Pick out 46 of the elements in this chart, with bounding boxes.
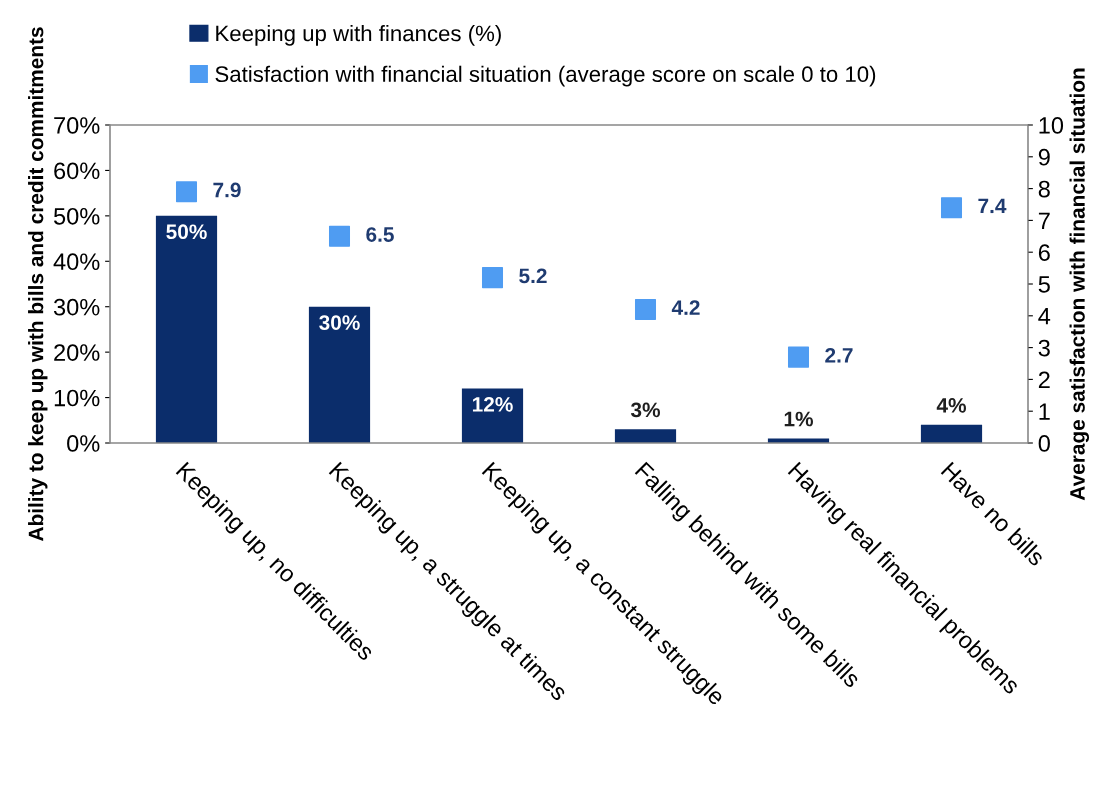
data-label: 1% bbox=[784, 411, 814, 427]
y2-tick-label: 5 bbox=[1038, 276, 1050, 293]
y2-tick-label: 1 bbox=[1039, 403, 1050, 420]
y-tick-label: 0% bbox=[67, 435, 100, 452]
data-label: 3% bbox=[630, 402, 661, 418]
y2-tick-label: 7 bbox=[1038, 212, 1050, 229]
bar bbox=[308, 306, 371, 443]
y-axis-title: Ability to keep up with bills and credit commitments bbox=[28, 27, 48, 542]
data-label: 7.9 bbox=[213, 182, 241, 198]
y2-tick-label: 3 bbox=[1038, 339, 1050, 357]
y-tick-label: 30% bbox=[53, 298, 100, 316]
data-label: 6.5 bbox=[366, 227, 394, 242]
y-tick-label: 40% bbox=[53, 253, 100, 271]
y-tick-label: 20% bbox=[54, 344, 100, 361]
legend-label: Satisfaction with financial situation (average score on scale 0 to 10) bbox=[215, 65, 876, 87]
point bbox=[940, 197, 963, 219]
point bbox=[634, 298, 657, 320]
bar bbox=[614, 429, 677, 443]
y-tick-label: 50% bbox=[53, 207, 100, 225]
bar bbox=[920, 424, 983, 443]
y2-tick-label: 4 bbox=[1038, 308, 1051, 325]
point bbox=[787, 346, 810, 368]
data-label: 5.2 bbox=[519, 268, 547, 284]
data-label: 50% bbox=[166, 224, 207, 240]
data-label: 4.2 bbox=[671, 300, 700, 315]
point bbox=[175, 181, 198, 203]
data-label: 30% bbox=[319, 315, 360, 330]
y-tick-label: 70% bbox=[54, 117, 100, 134]
y2-tick-label: 0 bbox=[1038, 435, 1050, 452]
legend-label: Keeping up with finances (%) bbox=[216, 25, 501, 46]
point bbox=[481, 267, 504, 289]
y2-tick-label: 6 bbox=[1038, 244, 1050, 261]
y2-axis-title: Average satisfaction with financial situation bbox=[1069, 68, 1090, 501]
data-label: 2.7 bbox=[825, 347, 853, 363]
data-label: 4% bbox=[936, 398, 967, 413]
data-label: 12% bbox=[472, 396, 513, 412]
y2-tick-label: 8 bbox=[1038, 180, 1050, 198]
y2-tick-label: 10 bbox=[1039, 117, 1064, 134]
y-tick-label: 10% bbox=[54, 389, 100, 407]
y2-tick-label: 9 bbox=[1038, 148, 1050, 166]
point bbox=[328, 225, 351, 247]
bar bbox=[461, 388, 524, 443]
data-label: 7.4 bbox=[978, 198, 1007, 214]
y2-tick-label: 2 bbox=[1038, 371, 1050, 388]
bar bbox=[155, 215, 218, 443]
y-tick-label: 60% bbox=[54, 162, 100, 180]
